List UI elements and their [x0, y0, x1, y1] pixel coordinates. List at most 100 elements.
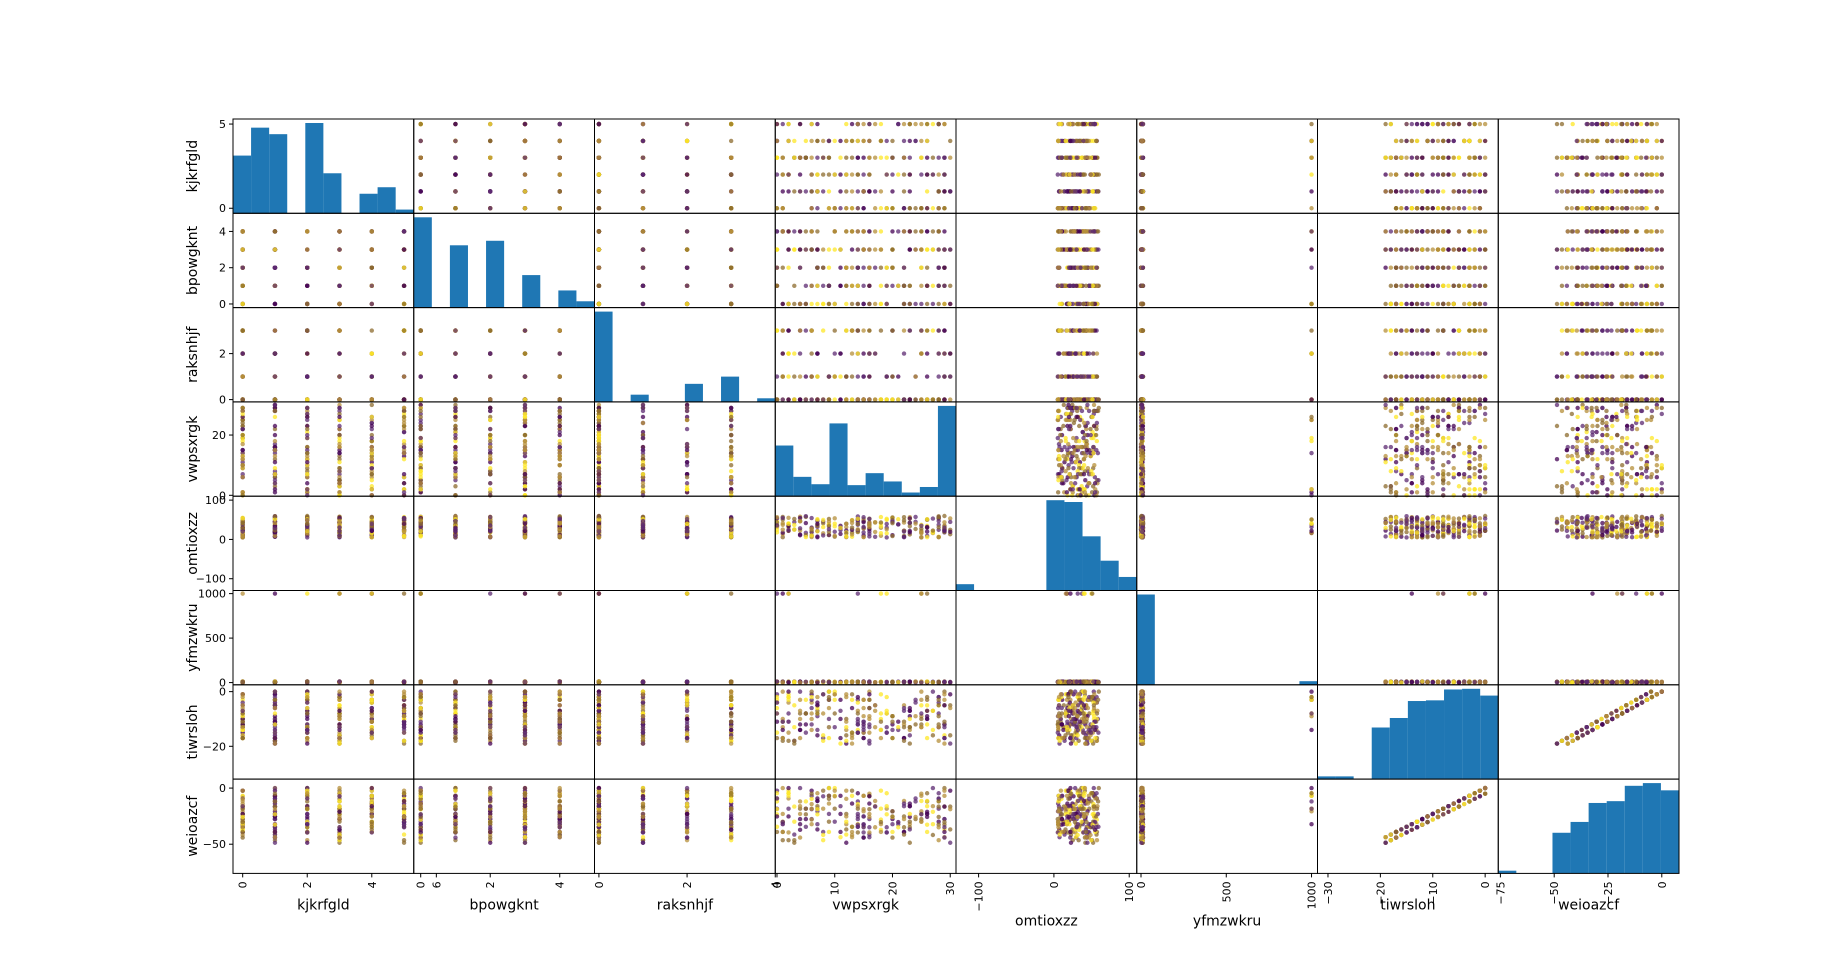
data-point — [826, 247, 832, 252]
data-point — [1639, 138, 1645, 144]
data-point — [792, 155, 797, 160]
data-point — [640, 189, 646, 194]
data-point — [1559, 247, 1565, 252]
data-point — [844, 172, 849, 177]
data-point — [337, 301, 342, 307]
data-point — [728, 301, 734, 307]
data-point — [1091, 229, 1096, 234]
data-point — [930, 283, 936, 289]
data-point — [884, 206, 889, 211]
data-point — [1654, 247, 1660, 252]
data-point — [797, 121, 803, 127]
data-point — [1610, 206, 1615, 211]
data-point — [809, 155, 814, 160]
data-point — [1388, 155, 1394, 160]
data-point — [774, 206, 780, 211]
data-point — [1451, 172, 1456, 177]
data-point — [596, 206, 602, 211]
data-point — [844, 374, 849, 379]
data-point — [1409, 265, 1415, 270]
data-point — [936, 206, 941, 211]
histogram-bar — [305, 123, 324, 214]
data-point — [1559, 265, 1565, 270]
data-point — [890, 172, 895, 177]
data-point — [1441, 172, 1446, 177]
data-point — [522, 121, 528, 127]
data-point — [1435, 301, 1441, 307]
histogram-bar — [576, 301, 595, 308]
data-point — [786, 121, 791, 127]
data-point — [913, 206, 918, 211]
data-point — [1615, 265, 1620, 270]
data-point — [369, 229, 374, 234]
data-point — [1589, 189, 1594, 194]
data-point — [1435, 189, 1441, 194]
data-point — [1482, 265, 1488, 270]
data-point — [1584, 206, 1589, 211]
data-point — [890, 328, 895, 333]
data-point — [1654, 121, 1660, 127]
data-point — [792, 247, 797, 252]
data-point — [815, 189, 820, 194]
data-point — [907, 189, 913, 194]
data-point — [1554, 155, 1560, 160]
subplot-kjkrfgld-vs-kjkrfgld — [232, 118, 415, 214]
data-point — [1456, 206, 1462, 211]
data-point — [878, 189, 884, 194]
data-point — [792, 283, 797, 289]
data-point — [872, 206, 878, 211]
data-point — [1383, 247, 1388, 252]
data-point — [936, 397, 941, 402]
data-point — [855, 189, 861, 194]
data-point — [488, 351, 493, 356]
data-point — [1446, 138, 1451, 144]
data-point — [792, 397, 797, 402]
data-point — [418, 138, 423, 144]
data-point — [1644, 206, 1650, 211]
data-point — [1093, 138, 1099, 144]
data-point — [826, 189, 832, 194]
data-point — [1399, 283, 1404, 289]
data-point — [1446, 121, 1451, 127]
data-point — [728, 121, 734, 127]
data-point — [1404, 301, 1409, 307]
data-point — [522, 206, 528, 211]
data-point — [1077, 229, 1082, 234]
histogram-bar — [377, 187, 396, 214]
data-point — [942, 397, 947, 402]
data-point — [1072, 172, 1077, 177]
data-point — [809, 172, 814, 177]
data-point — [1589, 229, 1594, 234]
data-point — [826, 397, 832, 402]
data-point — [919, 138, 924, 144]
data-point — [1425, 206, 1430, 211]
data-point — [1420, 265, 1425, 270]
data-point — [786, 138, 791, 144]
data-point — [1091, 121, 1096, 127]
data-point — [786, 328, 791, 333]
data-point — [878, 328, 884, 333]
data-point — [942, 172, 947, 177]
data-point — [1604, 301, 1609, 307]
data-point — [849, 283, 855, 289]
data-point — [557, 206, 562, 211]
data-point — [901, 206, 907, 211]
data-point — [453, 351, 458, 356]
subplot-raksnhjf-vs-kjkrfgld — [232, 307, 415, 403]
data-point — [1589, 247, 1594, 252]
data-point — [820, 265, 826, 270]
data-point — [1441, 265, 1446, 270]
data-point — [1420, 121, 1425, 127]
data-point — [1056, 397, 1061, 402]
data-point — [1609, 301, 1614, 307]
data-point — [1467, 155, 1472, 160]
data-point — [1435, 172, 1441, 177]
data-point — [1435, 265, 1441, 270]
data-point — [907, 247, 913, 252]
data-point — [337, 397, 342, 402]
data-point — [1068, 155, 1073, 160]
data-point — [1446, 301, 1451, 307]
data-point — [1579, 301, 1584, 307]
data-point — [1430, 206, 1435, 211]
data-point — [488, 121, 493, 127]
